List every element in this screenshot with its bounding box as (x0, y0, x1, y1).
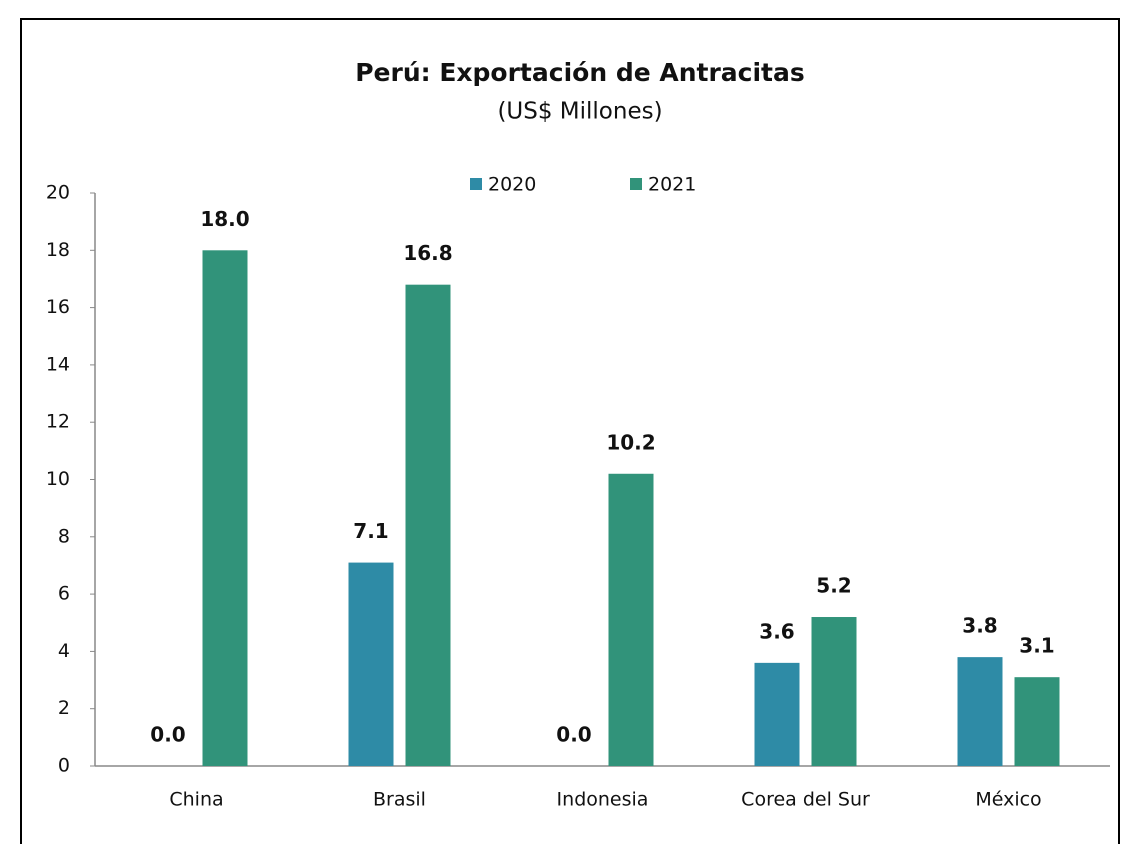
value-label: 0.0 (556, 723, 591, 747)
y-tick-label: 10 (46, 468, 70, 490)
y-tick-label: 4 (58, 640, 70, 662)
bar (405, 284, 451, 766)
chart-border (20, 18, 1120, 844)
y-tick-label: 12 (46, 411, 70, 433)
value-label: 18.0 (200, 207, 249, 231)
value-label: 3.8 (962, 614, 997, 638)
x-tick-label: Brasil (373, 789, 426, 811)
bar (608, 473, 654, 766)
y-tick-label: 6 (58, 583, 70, 605)
value-label: 10.2 (606, 430, 655, 454)
value-label: 0.0 (150, 723, 185, 747)
y-tick-label: 14 (46, 353, 70, 375)
y-tick-label: 16 (46, 296, 70, 318)
legend-swatch (630, 178, 642, 190)
x-tick-label: México (975, 789, 1041, 811)
bar (348, 562, 394, 766)
legend-label: 2020 (488, 174, 536, 196)
y-tick-label: 18 (46, 239, 70, 261)
chart-title: Perú: Exportación de Antracitas (355, 58, 805, 87)
x-tick-label: Indonesia (557, 789, 649, 811)
value-label: 5.2 (816, 574, 851, 598)
x-tick-label: China (169, 789, 223, 811)
value-label: 16.8 (403, 241, 452, 265)
value-label: 7.1 (353, 519, 388, 543)
chart-subtitle: (US$ Millones) (497, 99, 662, 125)
x-tick-label: Corea del Sur (741, 789, 870, 811)
y-tick-label: 20 (46, 182, 70, 204)
bar (811, 617, 857, 766)
y-tick-label: 2 (58, 697, 70, 719)
y-tick-label: 8 (58, 525, 70, 547)
bar (754, 662, 800, 766)
value-label: 3.6 (759, 619, 794, 643)
y-tick-label: 0 (58, 755, 70, 777)
value-label: 3.1 (1019, 634, 1054, 658)
legend-label: 2021 (648, 174, 696, 196)
legend-swatch (470, 178, 482, 190)
bar (957, 657, 1003, 766)
bar (1014, 677, 1060, 766)
bar (202, 250, 248, 767)
